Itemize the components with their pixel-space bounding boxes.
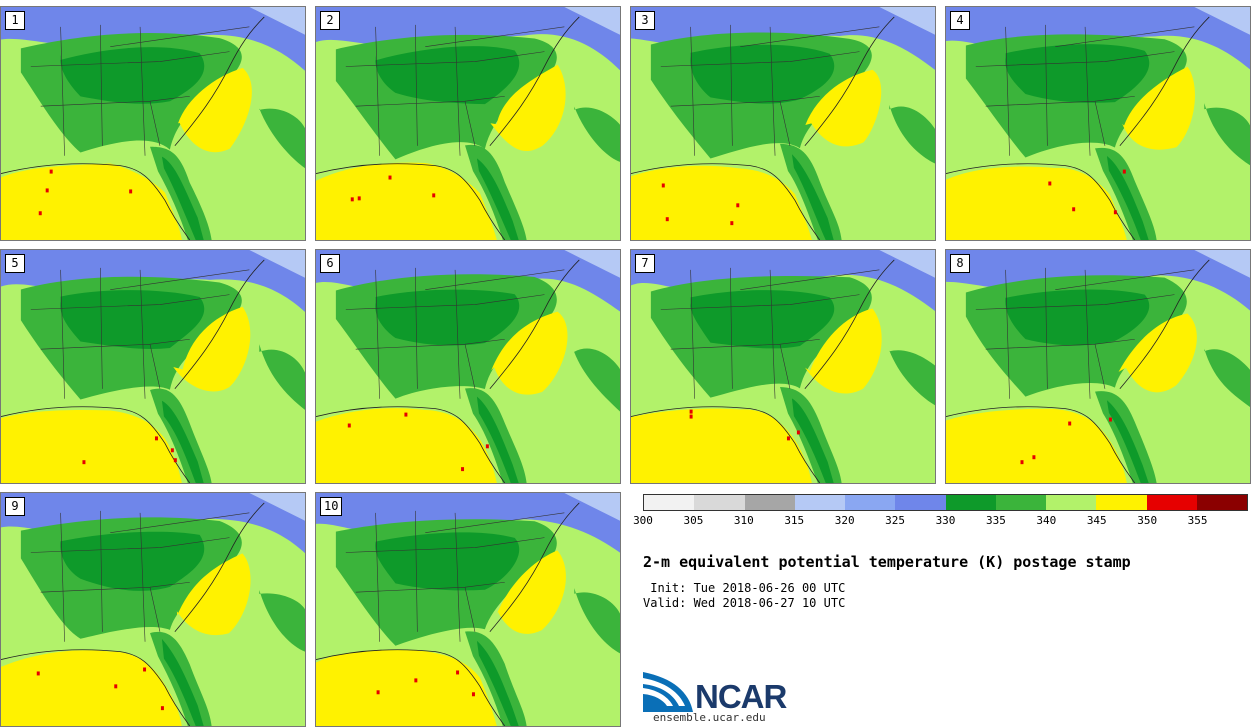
figure-title: 2-m equivalent potential temperature (K)… xyxy=(643,553,1131,571)
member-label: 5 xyxy=(5,254,25,273)
colorbar-tick-label: 330 xyxy=(935,514,956,527)
member-label: 8 xyxy=(950,254,970,273)
logo-url: ensemble.ucar.edu xyxy=(653,711,766,724)
map-svg xyxy=(1,7,305,240)
map-svg xyxy=(1,250,305,483)
ncar-swoosh-icon xyxy=(643,672,693,712)
colorbar-tick-label: 345 xyxy=(1086,514,1107,527)
colorbar-tick-label: 335 xyxy=(985,514,1006,527)
colorbar-tick-label: 320 xyxy=(834,514,855,527)
colorbar-tick-label: 310 xyxy=(733,514,754,527)
colorbar-ticks: 300 305 310 315 320 325 330 335 340 345 350 355 xyxy=(633,514,1248,528)
colorbar-swatch xyxy=(1146,495,1197,510)
member-label: 2 xyxy=(320,11,340,30)
member-label: 7 xyxy=(635,254,655,273)
member-panel: 4 xyxy=(945,6,1251,241)
member-panel: 10 xyxy=(315,492,621,727)
colorbar-swatch xyxy=(1096,495,1147,510)
map-svg xyxy=(316,493,620,726)
colorbar xyxy=(643,494,1248,511)
colorbar-tick-label: 305 xyxy=(683,514,704,527)
member-label: 10 xyxy=(320,497,343,516)
member-panel: 9 xyxy=(0,492,306,727)
colorbar-tick-label: 315 xyxy=(784,514,805,527)
colorbar-swatch xyxy=(644,495,695,510)
map-svg xyxy=(1,493,305,726)
member-label: 1 xyxy=(5,11,25,30)
member-label: 4 xyxy=(950,11,970,30)
member-label: 9 xyxy=(5,497,25,516)
colorbar-swatch xyxy=(744,495,795,510)
colorbar-swatch xyxy=(1196,495,1247,510)
colorbar-swatch xyxy=(694,495,745,510)
member-label: 3 xyxy=(635,11,655,30)
member-panel: 2 xyxy=(315,6,621,241)
member-panel: 5 xyxy=(0,249,306,484)
ncar-logo: NCAR xyxy=(643,672,793,714)
colorbar-swatch xyxy=(945,495,996,510)
colorbar-tick-label: 300 xyxy=(633,514,653,527)
map-svg xyxy=(946,250,1250,483)
colorbar-tick-label: 350 xyxy=(1137,514,1158,527)
colorbar-tick-label: 355 xyxy=(1187,514,1208,527)
member-panel: 8 xyxy=(945,249,1251,484)
valid-time: Valid: Wed 2018-06-27 10 UTC xyxy=(643,596,846,610)
colorbar-tick-label: 325 xyxy=(885,514,906,527)
member-label: 6 xyxy=(320,254,340,273)
colorbar-swatch xyxy=(794,495,845,510)
member-panel: 1 xyxy=(0,6,306,241)
map-svg xyxy=(946,7,1250,240)
map-svg xyxy=(631,7,935,240)
map-svg xyxy=(631,250,935,483)
init-time: Init: Tue 2018-06-26 00 UTC xyxy=(643,581,846,595)
map-svg xyxy=(316,7,620,240)
ncar-logo-text: NCAR xyxy=(695,678,787,715)
member-panel: 3 xyxy=(630,6,936,241)
colorbar-swatch xyxy=(1046,495,1097,510)
colorbar-swatch xyxy=(995,495,1046,510)
member-panel: 6 xyxy=(315,249,621,484)
map-svg xyxy=(316,250,620,483)
colorbar-swatch xyxy=(845,495,896,510)
colorbar-tick-label: 340 xyxy=(1036,514,1057,527)
member-panel: 7 xyxy=(630,249,936,484)
colorbar-swatch xyxy=(895,495,946,510)
